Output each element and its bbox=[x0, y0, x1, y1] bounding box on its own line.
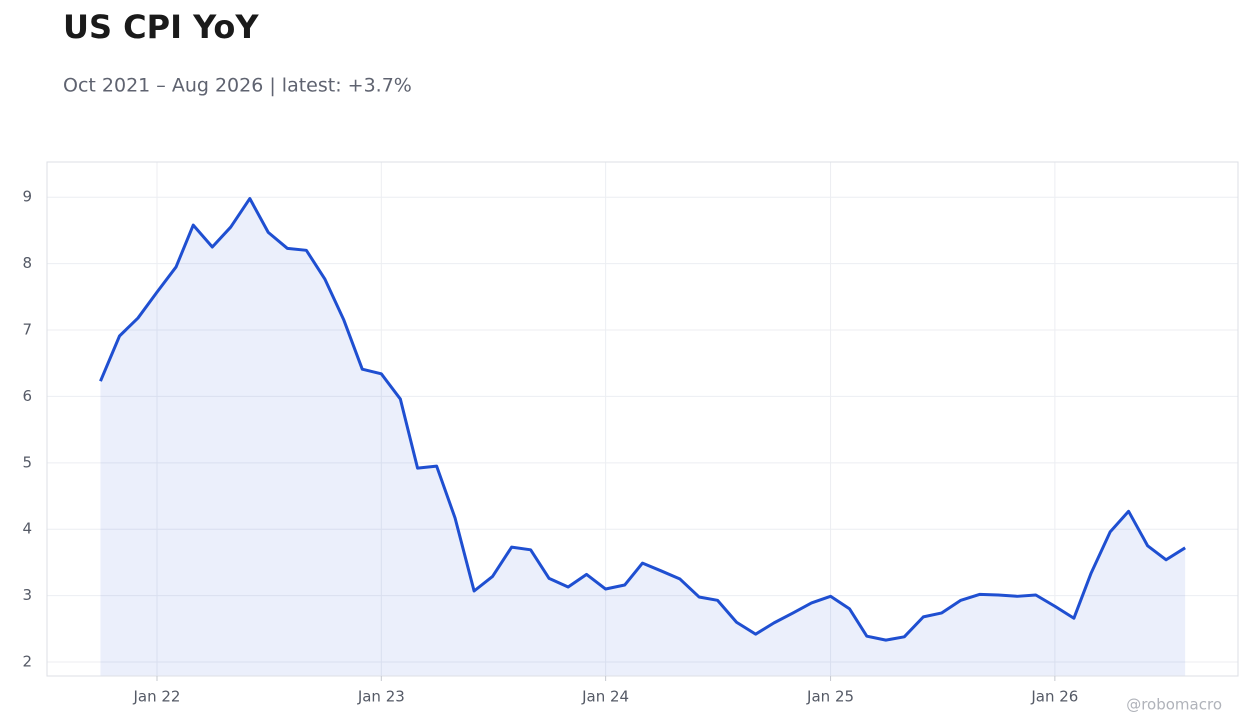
line bbox=[99, 197, 1186, 642]
x-tick-label: Jan 26 bbox=[1030, 688, 1078, 706]
y-tick-label: 5 bbox=[22, 453, 32, 471]
y-tick-label: 6 bbox=[22, 387, 32, 405]
y-tick-label: 3 bbox=[22, 586, 32, 604]
watermark: @robomacro bbox=[1126, 696, 1222, 714]
y-tick-label: 2 bbox=[22, 653, 32, 671]
plot-frame bbox=[46, 161, 1239, 677]
y-tick-label: 8 bbox=[22, 254, 32, 272]
x-tick-label: Jan 22 bbox=[133, 688, 181, 706]
x-tick-label: Jan 23 bbox=[357, 688, 405, 706]
chart-title: US CPI YoY bbox=[63, 8, 259, 46]
y-tick-label: 9 bbox=[22, 188, 32, 206]
y-tick-label: 7 bbox=[22, 321, 32, 339]
chart-subtitle: Oct 2021 – Aug 2026 | latest: +3.7% bbox=[63, 75, 412, 97]
area bbox=[100, 198, 1186, 676]
plot bbox=[47, 162, 1238, 676]
x-tick-label: Jan 24 bbox=[581, 688, 629, 706]
x-tick-label: Jan 25 bbox=[806, 688, 854, 706]
y-tick-label: 4 bbox=[22, 520, 32, 538]
